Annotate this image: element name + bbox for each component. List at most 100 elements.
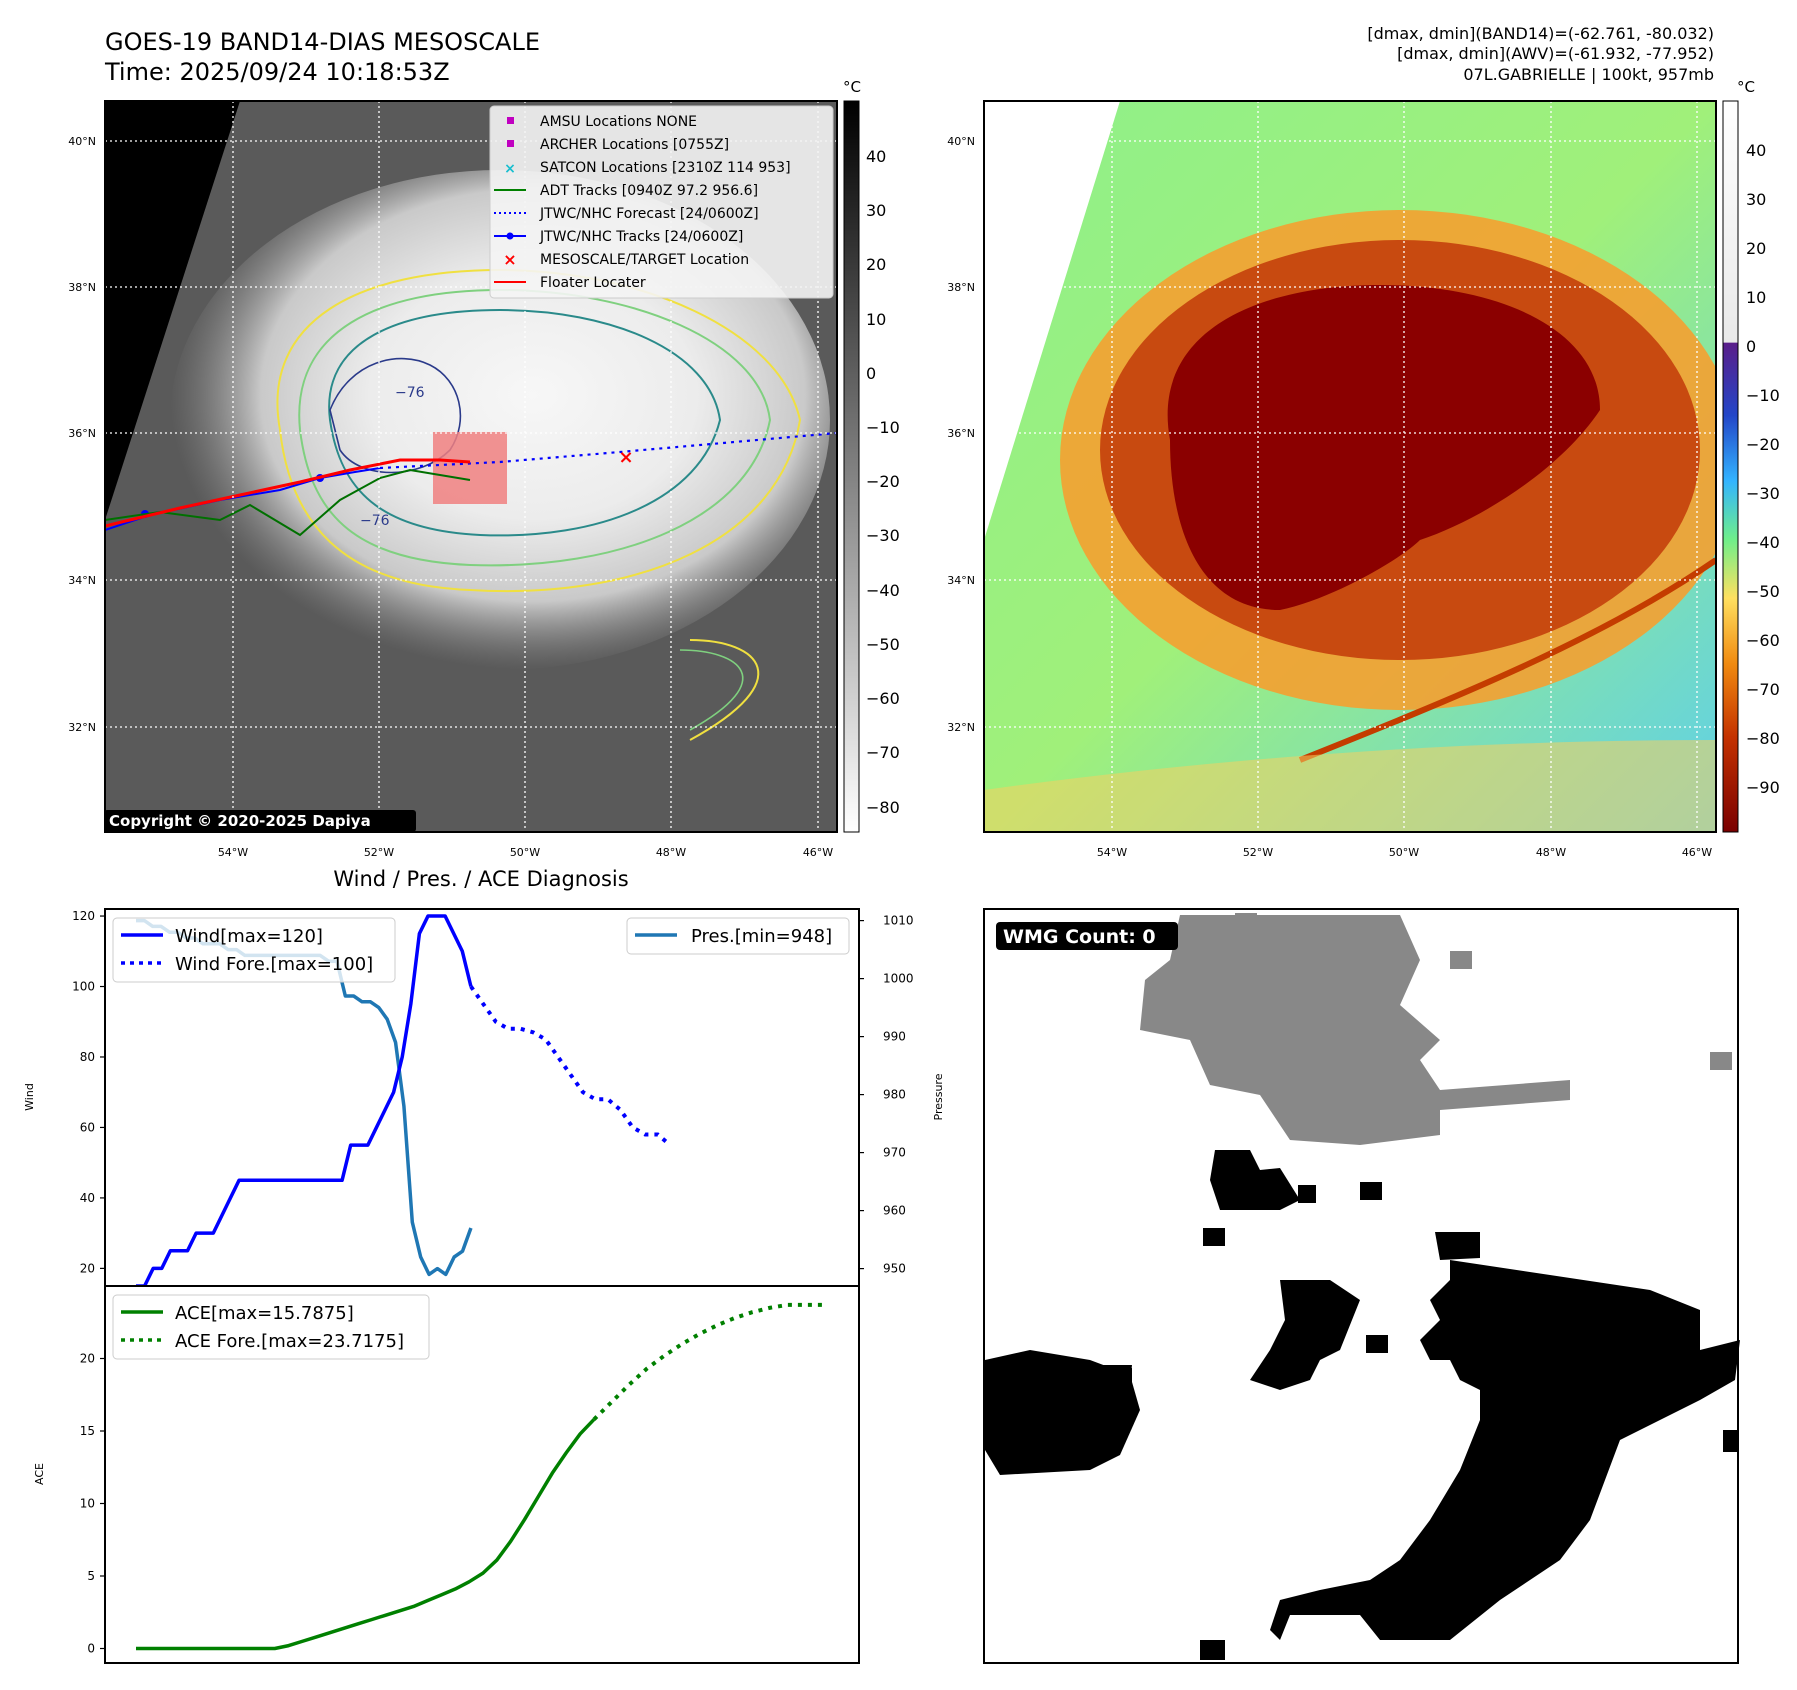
awv-lon-labels: 54°W 52°W 50°W 48°W 46°W	[1097, 846, 1712, 859]
awv-storm-core	[1167, 285, 1600, 610]
lon-label: 46°W	[803, 846, 833, 859]
cbar-tick: 20	[1746, 239, 1766, 258]
cbar-tick: −80	[866, 798, 900, 817]
awv-rainband	[1298, 557, 1716, 763]
wind-y-tick-label: 20	[80, 1261, 95, 1275]
title-product: GOES-19 BAND14-DIAS MESOSCALE	[105, 28, 540, 56]
ace-y-tick-label: 5	[87, 1569, 95, 1583]
cbar-tick: −90	[1746, 778, 1780, 797]
cbar-tick: −60	[1746, 631, 1780, 650]
lat-label: 36°N	[68, 427, 96, 440]
cbar-tick: −40	[1746, 533, 1780, 552]
stats-band14: [dmax, dmin](BAND14)=(-62.761, -80.032)	[1367, 24, 1714, 43]
pressure-y-tick-label: 950	[883, 1262, 906, 1276]
cbar-tick: −20	[1746, 435, 1780, 454]
ir-no-data-region	[105, 101, 240, 520]
ir-map-panel: −76 −76 ×	[68, 78, 900, 859]
wind-legend-box	[112, 917, 396, 983]
legend-entry: AMSU Locations NONE	[540, 114, 697, 130]
amsu-marker-icon	[507, 117, 514, 124]
ir-contour-navy	[329, 357, 462, 474]
ace-forecast-line	[592, 1302, 823, 1421]
lon-label: 46°W	[1682, 846, 1712, 859]
ir-legend-box	[489, 105, 834, 299]
ir-colorbar-unit: °C	[843, 78, 861, 96]
cbar-tick: 30	[1746, 190, 1766, 209]
pres-legend-label: Pres.[min=948]	[691, 926, 832, 947]
lat-label: 36°N	[947, 427, 975, 440]
ace-chart: ACE 0 5 10 15 20 ACE[max=15.7875] ACE Fore.[…	[33, 1285, 860, 1664]
cbar-tick: 10	[1746, 288, 1766, 307]
lat-label: 40°N	[68, 135, 96, 148]
cbar-tick: −80	[1746, 729, 1780, 748]
wind-forecast-line	[469, 985, 672, 1147]
target-marker-icon: ×	[503, 250, 516, 269]
ir-colorbar	[843, 100, 860, 833]
ir-lon-labels: 54°W 52°W 50°W 48°W 46°W	[218, 846, 833, 859]
lat-label: 40°N	[947, 135, 975, 148]
ir-panel-frame	[104, 100, 838, 833]
cbar-tick: −60	[866, 689, 900, 708]
pressure-y-tick-label: 960	[883, 1204, 906, 1218]
track-dot-icon	[506, 232, 514, 240]
archer-marker-icon	[507, 140, 514, 147]
ace-y-tick-label: 20	[80, 1352, 95, 1366]
lon-label: 54°W	[1097, 846, 1127, 859]
pressure-y-tick-label: 1010	[883, 914, 914, 928]
awv-panel-frame	[983, 100, 1717, 833]
ir-contour-teal	[328, 308, 722, 537]
wind-y-tick-label: 100	[72, 980, 95, 994]
cbar-tick: 20	[866, 255, 886, 274]
awv-map-panel: 40°N 38°N 36°N 34°N 32°N 54°W 52°W 50°W …	[947, 78, 1780, 859]
lon-label: 50°W	[510, 846, 540, 859]
legend-entry: JTWC/NHC Forecast [24/0600Z]	[539, 206, 759, 222]
ace-forecast-legend-label: ACE Fore.[max=23.7175]	[175, 1331, 404, 1352]
legend-entry: JTWC/NHC Tracks [24/0600Z]	[539, 229, 743, 245]
ace-axis-label: ACE	[33, 1463, 46, 1485]
lon-label: 48°W	[1536, 846, 1566, 859]
pressure-y-tick-label: 980	[883, 1088, 906, 1102]
ir-legend: AMSU Locations NONE ARCHER Locations [07…	[489, 105, 834, 299]
awv-no-data-region	[984, 101, 1120, 540]
cbar-tick: −50	[866, 635, 900, 654]
pressure-y-tick-label: 970	[883, 1146, 906, 1160]
lon-label: 48°W	[656, 846, 686, 859]
wind-pressure-chart: Wind Pressure 20 40 60 80 100 120 950 960 970 98…	[23, 908, 945, 1288]
pressure-y-tick-label: 1000	[883, 972, 914, 986]
copyright-badge-bg	[104, 810, 416, 832]
floater-locater-line	[105, 458, 471, 528]
awv-lat-labels: 40°N 38°N 36°N 34°N 32°N	[947, 135, 975, 734]
lat-label: 38°N	[947, 281, 975, 294]
lon-label: 52°W	[364, 846, 394, 859]
adt-track-line	[105, 468, 471, 537]
ace-y-tick-label: 0	[87, 1642, 95, 1656]
cbar-tick: 10	[866, 310, 886, 329]
storm-info: 07L.GABRIELLE | 100kt, 957mb	[1463, 65, 1714, 84]
legend-entry: ADT Tracks [0940Z 97.2 956.6]	[540, 183, 758, 199]
cbar-tick: −50	[1746, 582, 1780, 601]
ir-contour-green	[298, 288, 772, 567]
lat-label: 34°N	[68, 574, 96, 587]
wmg-count-badge: WMG Count: 0	[1003, 926, 1156, 948]
lon-label: 52°W	[1243, 846, 1273, 859]
cbar-tick: −70	[1746, 680, 1780, 699]
cbar-tick: −10	[866, 418, 900, 437]
wmg-black-blobs	[985, 1150, 1740, 1660]
legend-entry: Floater Locater	[540, 275, 646, 291]
wmg-count-badge-bg	[996, 922, 1178, 950]
wind-line	[136, 914, 473, 1288]
wind-legend-label: Wind[max=120]	[175, 926, 323, 947]
wind-y-tick-label: 40	[80, 1191, 95, 1205]
cbar-tick: −70	[866, 743, 900, 762]
cbar-tick: −30	[1746, 484, 1780, 503]
wind-y-tick-label: 120	[72, 909, 95, 923]
satcon-marker-icon: ×	[504, 161, 516, 177]
diagnosis-title: Wind / Pres. / ACE Diagnosis	[333, 867, 628, 891]
copyright-text: Copyright © 2020-2025 Dapiya	[109, 812, 371, 830]
wind-forecast-legend-label: Wind Fore.[max=100]	[175, 954, 373, 975]
pres-legend-box	[626, 917, 850, 955]
lon-label: 50°W	[1389, 846, 1419, 859]
cbar-tick: −20	[866, 472, 900, 491]
cbar-tick: −40	[866, 581, 900, 600]
cbar-tick: −30	[866, 526, 900, 545]
